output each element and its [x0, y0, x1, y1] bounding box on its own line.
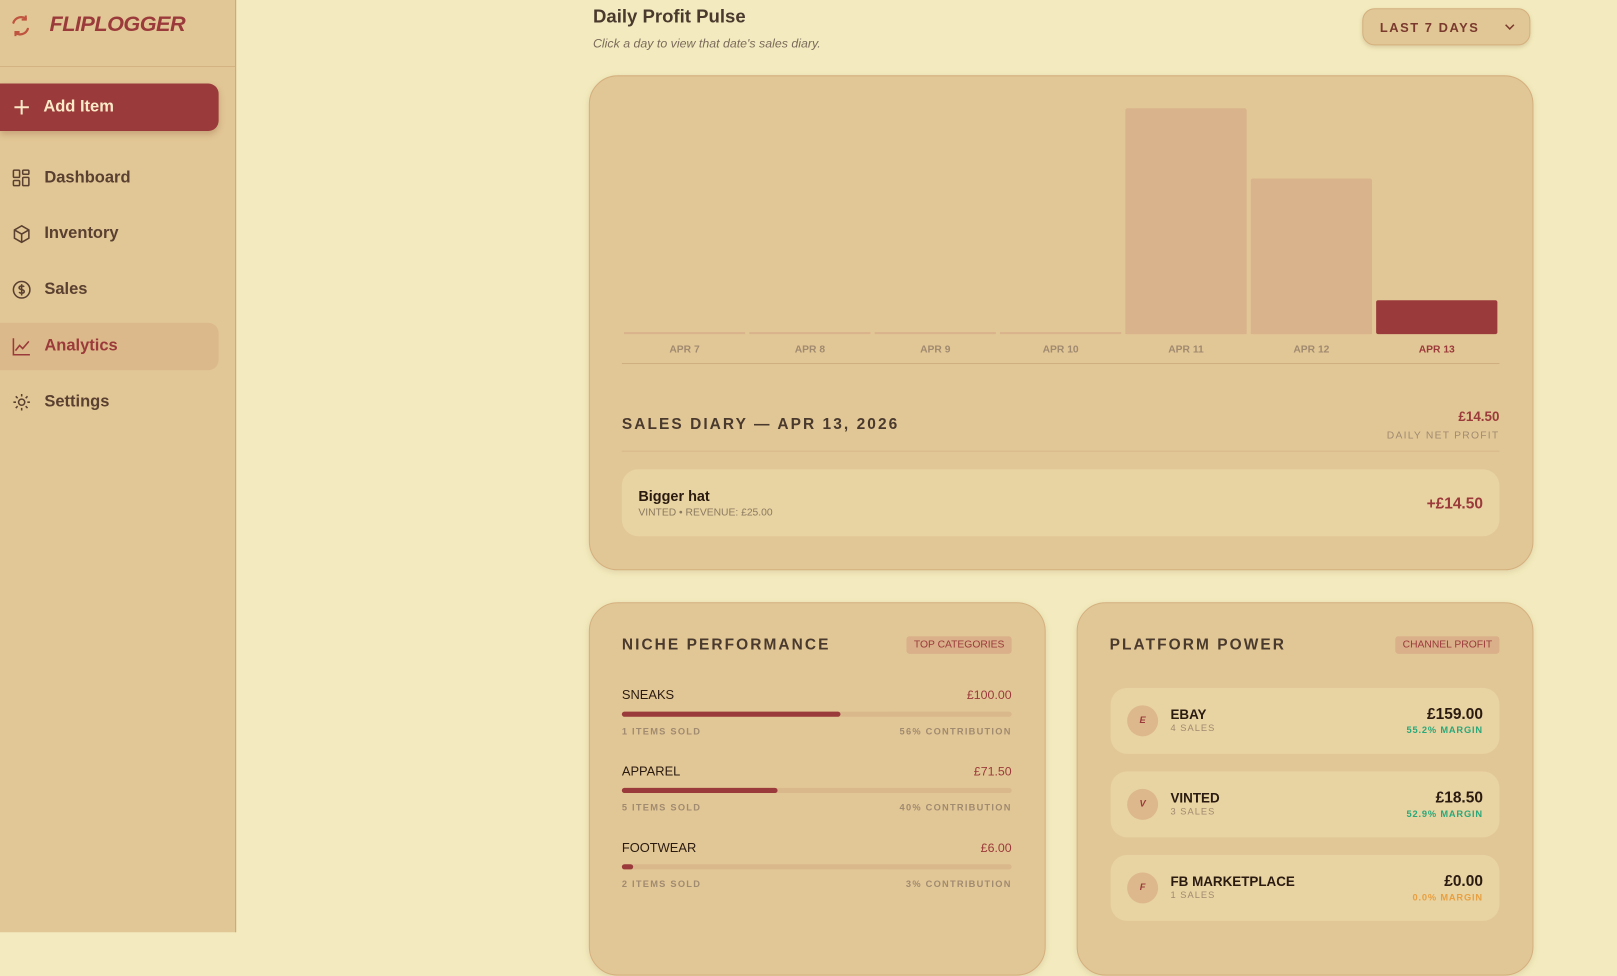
nav-label: Inventory: [44, 224, 119, 243]
nav-item[interactable]: Analytics: [0, 322, 219, 371]
nav-label: Sales: [44, 280, 88, 299]
chart-rule: [621, 363, 1500, 365]
niche-value: £6.00: [980, 840, 1012, 855]
platform-profit: £159.00: [1427, 705, 1483, 723]
platform-initial: V: [1139, 798, 1146, 809]
page-title: Daily Profit Pulse: [592, 6, 746, 27]
niche-bar: [621, 787, 778, 794]
niche-sold: 1 ITEMS SOLD: [621, 726, 702, 737]
nav-icon: [13, 224, 30, 244]
platform-sales: 3 SALES: [1170, 806, 1216, 817]
nav-icon: [12, 280, 31, 299]
platform-name: FB MARKETPLACE: [1170, 873, 1295, 889]
x-tick-label: APR 13: [1419, 345, 1455, 356]
nav-item[interactable]: Dashboard: [0, 155, 219, 202]
platform-icon: F: [1127, 872, 1159, 904]
brand-name: FLIPLOGGER: [49, 12, 186, 37]
chevron: [1505, 24, 1515, 30]
day-baseline: [623, 332, 746, 335]
platform-sales: 4 SALES: [1170, 722, 1216, 734]
niche-sold: 5 ITEMS SOLD: [621, 802, 702, 813]
x-tick-label: APR 11: [1168, 345, 1204, 356]
day-baseline: [749, 332, 871, 335]
platform-badge: CHANNEL PROFIT: [1395, 636, 1500, 654]
nav-label: Analytics: [44, 337, 118, 355]
platform-margin: 55.2% MARGIN: [1406, 724, 1483, 736]
platform-item: E EBAY 4 SALES £159.00 55.2% MARGIN: [1110, 687, 1500, 754]
niche-track: [621, 711, 1012, 717]
platform-name: EBAY: [1170, 706, 1207, 722]
x-tick-label: APR 8: [795, 345, 826, 356]
niche-contribution: 3% CONTRIBUTION: [905, 878, 1012, 889]
niche-contribution: 40% CONTRIBUTION: [899, 802, 1012, 813]
nav-icon: [13, 393, 30, 411]
niche-badge: TOP CATEGORIES: [906, 636, 1012, 654]
app: FLIPLOGGER Add Item Dashboard Inventory Sa…: [0, 0, 1534, 976]
diary-entry: Bigger hat VINTED • REVENUE: £25.00 +£14.5…: [621, 469, 1500, 537]
bar: [1376, 300, 1498, 335]
niche-name: FOOTWEAR: [621, 840, 697, 855]
bar: [1250, 178, 1373, 335]
range-label: LAST 7 DAYS: [1379, 20, 1480, 36]
niche-value: £100.00: [966, 687, 1012, 703]
platform-item: V VINTED 3 SALES £18.50 52.9% MARGIN: [1110, 771, 1500, 838]
niche-track: [621, 787, 1012, 794]
niche-value: £71.50: [973, 764, 1012, 779]
platform-profit: £18.50: [1435, 788, 1483, 807]
nav-label: Settings: [44, 392, 110, 411]
nav-item[interactable]: Sales: [0, 266, 219, 313]
niche-sold: 2 ITEMS SOLD: [621, 878, 702, 889]
diary-net-profit: £14.50: [1458, 408, 1500, 424]
niche-track: [621, 864, 1012, 870]
nav-icon: [12, 169, 30, 187]
diary-net-label: DAILY NET PROFIT: [1386, 430, 1500, 442]
divider: [0, 66, 236, 68]
platform-margin: 52.9% MARGIN: [1406, 808, 1483, 819]
platform-icon: E: [1127, 705, 1159, 737]
niche-name: SNEAKS: [621, 687, 675, 703]
platform-title: PLATFORM POWER: [1109, 636, 1287, 654]
x-tick-label: APR 10: [1043, 345, 1079, 356]
x-tick-label: APR 9: [920, 345, 951, 356]
nav-icon: [12, 338, 30, 356]
platform-initial: F: [1139, 881, 1146, 893]
niche-bar: [621, 864, 634, 870]
sidebar: FLIPLOGGER Add Item Dashboard Inventory Sa…: [0, 0, 237, 933]
platform-item: F FB MARKETPLACE 1 SALES £0.00 0.0% MARGIN: [1110, 854, 1500, 921]
day-baseline: [874, 332, 996, 335]
platform-name: VINTED: [1170, 789, 1220, 806]
day-baseline: [1000, 332, 1122, 335]
niche-name: APPAREL: [621, 764, 681, 779]
bar: [1125, 108, 1247, 335]
niche-title: NICHE PERFORMANCE: [621, 636, 831, 654]
diary-title: SALES DIARY — APR 13, 2026: [621, 415, 900, 434]
niche-contribution: 56% CONTRIBUTION: [899, 726, 1012, 737]
nav-item[interactable]: Settings: [0, 378, 219, 425]
diary-rule: [621, 450, 1500, 452]
add-item-label: Add Item: [43, 97, 114, 116]
range-dropdown[interactable]: LAST 7 DAYS: [1362, 8, 1531, 46]
nav-label: Dashboard: [44, 169, 131, 187]
platform-initial: E: [1139, 714, 1146, 725]
nav-item[interactable]: Inventory: [0, 210, 219, 257]
platform-profit: £0.00: [1444, 872, 1483, 890]
x-tick-label: APR 12: [1293, 345, 1329, 356]
platform-icon: V: [1127, 788, 1159, 820]
plus-icon: [14, 100, 29, 115]
entry-profit: +£14.50: [1426, 495, 1483, 513]
profit-chart: APR 7 APR 8 APR 9 APR 10 APR 11 APR 12 APR 13: [623, 108, 1498, 356]
add-item-button[interactable]: Add Item: [0, 83, 219, 131]
page-subtitle: Click a day to view that date's sales di…: [592, 36, 821, 51]
entry-name: Bigger hat: [638, 487, 710, 505]
platform-sales: 1 SALES: [1170, 889, 1216, 901]
entry-meta: VINTED • REVENUE: £25.00: [638, 507, 773, 519]
x-tick-label: APR 7: [669, 345, 700, 356]
platform-margin: 0.0% MARGIN: [1412, 892, 1483, 903]
brand-logo: [12, 15, 29, 37]
niche-bar: [621, 711, 841, 717]
